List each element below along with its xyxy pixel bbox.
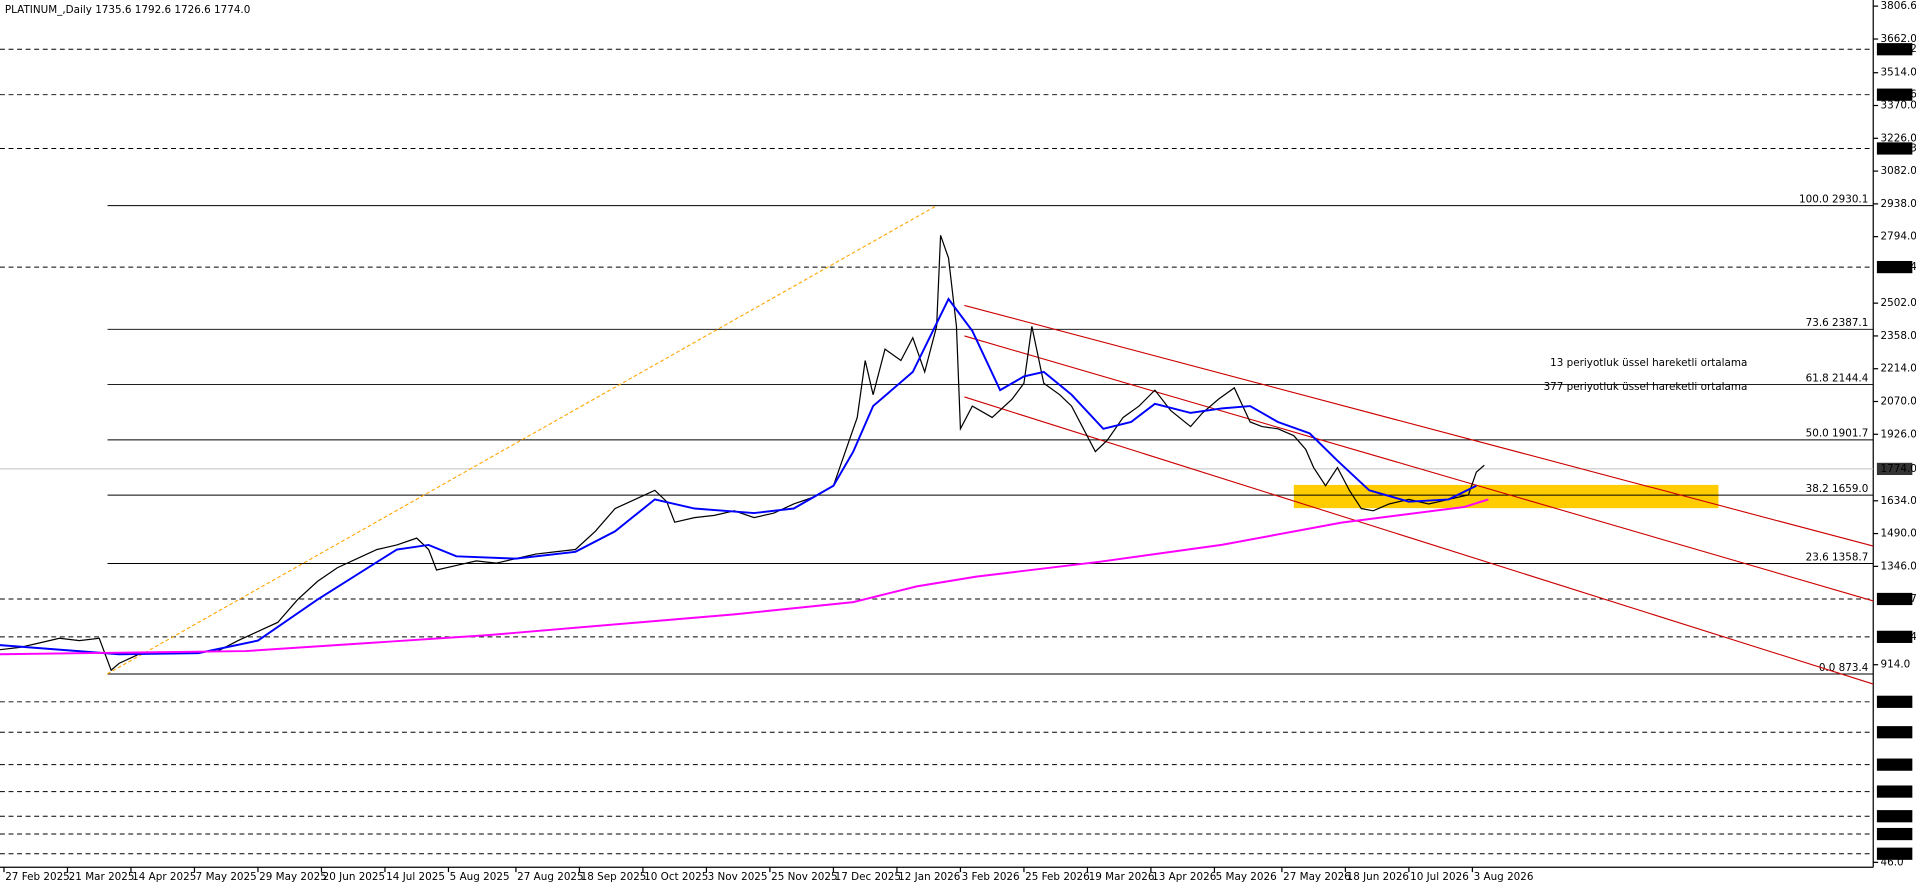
x-tick-label: 10 Oct 2025: [644, 871, 708, 883]
level-box: [1876, 810, 1913, 823]
x-tick-label: 25 Feb 2026: [1025, 871, 1090, 883]
level-label: 248.6: [1881, 810, 1911, 822]
level-label: 83.8: [1881, 848, 1904, 860]
x-tick-label: 18 Jun 2026: [1347, 871, 1409, 883]
legend-entry: 13 periyotluk üssel hareketli ortalama: [1550, 357, 1747, 369]
y-tick-label: 1346.0: [1881, 560, 1916, 572]
x-tick-label: 18 Sep 2025: [581, 871, 647, 883]
x-tick-label: 3 Aug 2026: [1474, 871, 1534, 883]
fib-label: 38.2 1659.0: [1806, 483, 1869, 495]
x-tick-label: 3 Nov 2025: [708, 871, 768, 883]
x-tick-label: 25 Nov 2025: [771, 871, 837, 883]
fib-label: 23.6 1358.7: [1806, 551, 1869, 563]
y-tick-label: 3514.0: [1881, 67, 1916, 79]
level-label: 475.1: [1881, 759, 1911, 771]
x-tick-label: 12 Jan 2026: [898, 871, 960, 883]
x-tick-label: 17 Dec 2025: [835, 871, 901, 883]
trendline: [964, 335, 1874, 602]
fib-label: 61.8 2144.4: [1806, 372, 1869, 384]
level-box: [1876, 260, 1913, 274]
level-box: [1876, 142, 1913, 155]
x-tick-label: 20 Jun 2025: [323, 871, 385, 883]
price-line: [0, 235, 1485, 672]
x-tick-label: 29 May 2025: [259, 871, 327, 883]
last-price-box: [1876, 462, 1913, 476]
x-tick-label: 7 May 2025: [196, 871, 257, 883]
trendline: [964, 304, 1874, 547]
level-box: [1876, 88, 1913, 101]
level-box: [1876, 758, 1913, 771]
chart-title: PLATINUM_,Daily 1735.6 1792.6 1726.6 177…: [5, 4, 250, 16]
fib-label: 100.0 2930.1: [1799, 194, 1868, 206]
fib-label: 0.0 873.4: [1819, 662, 1869, 674]
level-label: 3417.6: [1881, 89, 1916, 101]
level-label: 1036.4: [1881, 631, 1916, 643]
x-tick-label: 27 May 2026: [1283, 871, 1351, 883]
y-tick-label: 3082.0: [1881, 165, 1916, 177]
level-box: [1876, 695, 1913, 708]
x-tick-label: 10 Jul 2026: [1410, 871, 1469, 883]
level-label: 2660.4: [1881, 261, 1916, 273]
x-tick-label: 21 Mar 2025: [69, 871, 135, 883]
x-tick-label: 3 Feb 2026: [962, 871, 1020, 883]
level-box: [1876, 847, 1913, 860]
level-label: 3617.2: [1881, 43, 1916, 55]
level-label: 1202.7: [1881, 593, 1916, 605]
ema-line: [0, 297, 1477, 656]
x-tick-label: 27 Aug 2025: [517, 871, 583, 883]
x-tick-label: 5 Aug 2025: [450, 871, 510, 883]
level-label: 617.5: [1881, 726, 1911, 738]
y-tick-label: 3662.0: [1881, 33, 1916, 45]
ema-line: [0, 498, 1489, 656]
last-price-label: 1774.0: [1881, 463, 1916, 475]
level-label: 170.3: [1881, 828, 1911, 840]
level-label: 356.8: [1881, 786, 1911, 798]
x-tick-label: 27 Feb 2025: [5, 871, 70, 883]
y-tick-label: 2358.0: [1881, 330, 1916, 342]
x-tick-label: 13 Apr 2026: [1152, 871, 1216, 883]
level-box: [1876, 43, 1913, 56]
y-tick-label: 2794.0: [1881, 231, 1916, 243]
legend-entry: 377 periyotluk üssel hareketli ortalama: [1544, 381, 1748, 393]
y-tick-label: 1490.0: [1881, 528, 1916, 540]
zone: [1293, 484, 1719, 509]
x-tick-label: 5 May 2026: [1216, 871, 1277, 883]
level-box: [1876, 630, 1913, 643]
x-tick-label: 14 Jul 2025: [386, 871, 445, 883]
y-tick-label: 914.0: [1881, 659, 1911, 671]
level-box: [1876, 785, 1913, 798]
y-tick-label: 46.0: [1881, 856, 1904, 868]
y-tick-label: 2070.0: [1881, 396, 1916, 408]
y-tick-label: 2214.0: [1881, 363, 1916, 375]
x-tick-label: 14 Apr 2025: [132, 871, 196, 883]
level-box: [1876, 827, 1913, 841]
x-tick-label: 19 Mar 2026: [1089, 871, 1155, 883]
level-label: 3181.3: [1881, 142, 1916, 154]
y-tick-label: 3806.6: [1881, 0, 1916, 12]
y-tick-label: 3226.0: [1881, 132, 1916, 144]
y-tick-label: 1926.0: [1881, 428, 1916, 440]
level-box: [1876, 726, 1913, 739]
trendline: [964, 396, 1874, 685]
level-box: [1876, 592, 1913, 606]
level-label: 751.1: [1881, 696, 1911, 708]
y-tick-label: 2502.0: [1881, 297, 1916, 309]
y-tick-label: 1634.0: [1881, 495, 1916, 507]
fib-label: 50.0 1901.7: [1806, 428, 1869, 440]
y-tick-label: 2938.0: [1881, 198, 1916, 210]
y-tick-label: 3370.0: [1881, 100, 1916, 112]
fib-label: 73.6 2387.1: [1806, 317, 1869, 329]
